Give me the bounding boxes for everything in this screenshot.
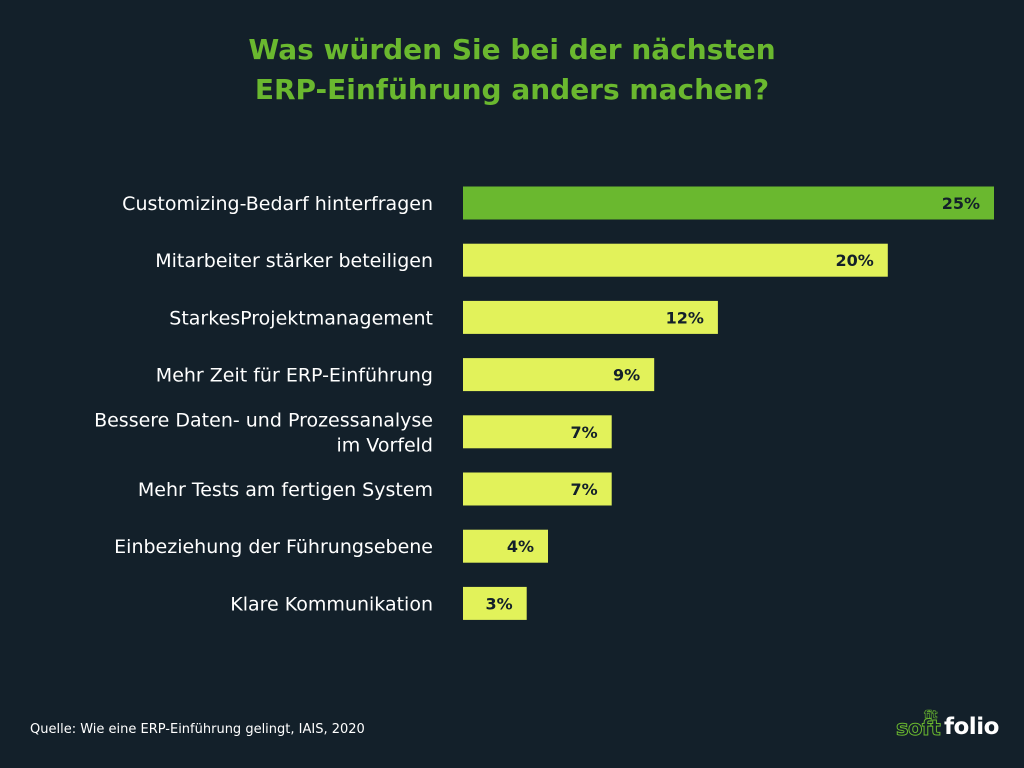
bar-4 (463, 358, 655, 392)
category-label-6: Mehr Tests am fertigen System (138, 479, 433, 501)
category-label-5-line-2: im Vorfeld (336, 434, 433, 456)
bar-5 (463, 415, 612, 449)
bar-7 (463, 529, 548, 563)
source-note: Quelle: Wie eine ERP-Einführung gelingt,… (30, 722, 365, 737)
bar-value-label-1: 25% (942, 194, 980, 213)
logo-folio: folio (944, 714, 999, 740)
bar-value-label-4: 9% (613, 366, 640, 385)
bar-6 (463, 472, 612, 506)
category-label-7: Einbeziehung der Führungsebene (114, 536, 433, 558)
logo-superscript: fit (924, 708, 938, 722)
chart-title-line-2: ERP-Einführung anders machen? (254, 73, 770, 106)
chart-title-line-1: Was würden Sie bei der nächsten (248, 33, 776, 66)
bar-chart: 25% Customizing-Bedarf hinterfragen 20% Mit… (94, 186, 994, 620)
category-label-2: Mitarbeiter stärker beteiligen (155, 250, 433, 272)
category-label-5-line-1: Bessere Daten- und Prozessanalyse (94, 409, 433, 431)
bar-value-label-3: 12% (666, 308, 704, 327)
softfolio-logo: fit soft folio (895, 708, 1006, 744)
bar-value-label-2: 20% (836, 251, 874, 270)
category-label-3: StarkesProjektmanagement (169, 307, 433, 329)
bar-value-label-7: 4% (507, 537, 534, 556)
bar-value-label-5: 7% (571, 423, 598, 442)
category-label-4: Mehr Zeit für ERP-Einführung (156, 365, 433, 387)
chart-title: Was würden Sie bei der nächsten ERP-Einf… (0, 30, 1024, 110)
category-label-8: Klare Kommunikation (230, 593, 433, 615)
bar-1 (463, 186, 994, 220)
logo-soft: soft (895, 716, 941, 741)
bar-8 (463, 586, 527, 620)
bar-2 (463, 243, 888, 277)
bar-value-label-6: 7% (571, 480, 598, 499)
bar-value-label-8: 3% (486, 594, 513, 613)
bar-3 (463, 300, 718, 334)
category-label-1: Customizing-Bedarf hinterfragen (122, 193, 433, 215)
